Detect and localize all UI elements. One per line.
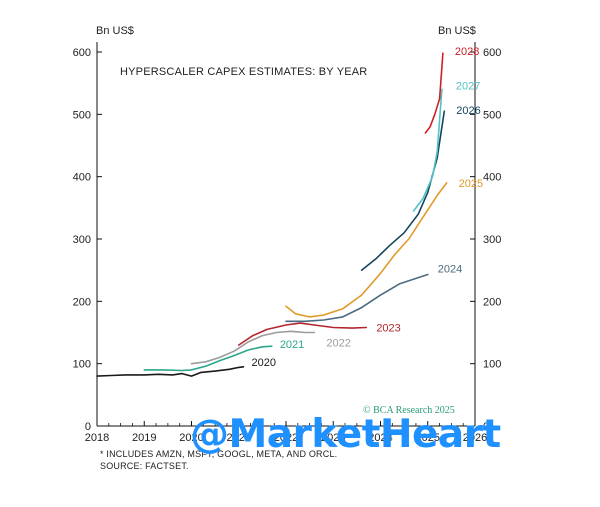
x-tick-label: 2025 <box>416 432 440 444</box>
series-line-2021 <box>143 345 273 372</box>
x-axis: 2018 2019 2020 2021 2022 2023 2024 2025 2026 <box>85 421 487 444</box>
series-line-2022 <box>190 330 316 365</box>
series-line-2025 <box>285 182 448 318</box>
x-tick-label: 2019 <box>132 432 156 444</box>
y-unit-right: Bn US$ <box>438 25 476 37</box>
y-tick-label-left: 0 <box>85 421 91 433</box>
series-label-2024: 2024 <box>438 264 462 276</box>
y-tick-label-right: 300 <box>483 234 501 246</box>
series-label-2027: 2027 <box>456 80 480 92</box>
y-tick-label-left: 600 <box>73 47 91 59</box>
y-tick-label-left: 300 <box>73 234 91 246</box>
series-line-2020 <box>96 365 245 377</box>
y-tick-label-right: 200 <box>483 296 501 308</box>
x-tick-label: 2023 <box>321 432 345 444</box>
watermark-text: @MarketHeart <box>190 412 501 457</box>
y-tick-label-right: 500 <box>483 109 501 121</box>
y-tick-label-right: 0 <box>483 421 489 433</box>
credit-text: © BCA Research 2025 <box>363 405 455 416</box>
plot-frame <box>96 42 476 427</box>
series-label-2025: 2025 <box>459 178 483 190</box>
series-lines <box>96 52 448 377</box>
series-label-2022: 2022 <box>326 338 350 350</box>
y-tick-label-left: 500 <box>73 109 91 121</box>
x-tick-label: 2021 <box>227 432 251 444</box>
x-tick-label: 2026 <box>463 432 487 444</box>
y-axis-left: 0 100 200 300 400 500 600 <box>73 47 102 433</box>
y-tick-label-right: 400 <box>483 172 501 184</box>
series-label-2026: 2026 <box>456 105 480 117</box>
y-tick-label-left: 400 <box>73 172 91 184</box>
x-tick-label: 2018 <box>85 432 109 444</box>
series-label-2028: 2028 <box>455 46 479 58</box>
x-tick-label: 2020 <box>179 432 203 444</box>
series-label-2020: 2020 <box>251 357 275 369</box>
chart-title: HYPERSCALER CAPEX ESTIMATES: BY YEAR <box>120 66 367 78</box>
x-tick-label: 2024 <box>368 432 392 444</box>
series-label-2021: 2021 <box>280 339 304 351</box>
y-tick-label-left: 100 <box>73 359 91 371</box>
y-axis-right: 0 100 200 300 400 500 600 <box>470 47 501 433</box>
series-line-2027 <box>412 88 443 212</box>
y-tick-label-left: 200 <box>73 296 91 308</box>
series-line-2024 <box>285 273 429 323</box>
series-line-2023 <box>238 322 368 346</box>
footnote-source: SOURCE: FACTSET. <box>100 461 189 471</box>
x-tick-label: 2022 <box>274 432 298 444</box>
y-unit-left: Bn US$ <box>96 25 134 37</box>
series-labels: 2020 2021 2022 2023 2024 2025 2026 2027 2028 <box>251 46 483 369</box>
footnote-includes: * INCLUDES AMZN, MSFT, GOOGL, META, AND … <box>100 449 338 459</box>
y-tick-label-right: 100 <box>483 359 501 371</box>
y-tick-label-right: 600 <box>483 47 501 59</box>
series-line-2028 <box>424 52 444 134</box>
series-label-2023: 2023 <box>376 323 400 335</box>
